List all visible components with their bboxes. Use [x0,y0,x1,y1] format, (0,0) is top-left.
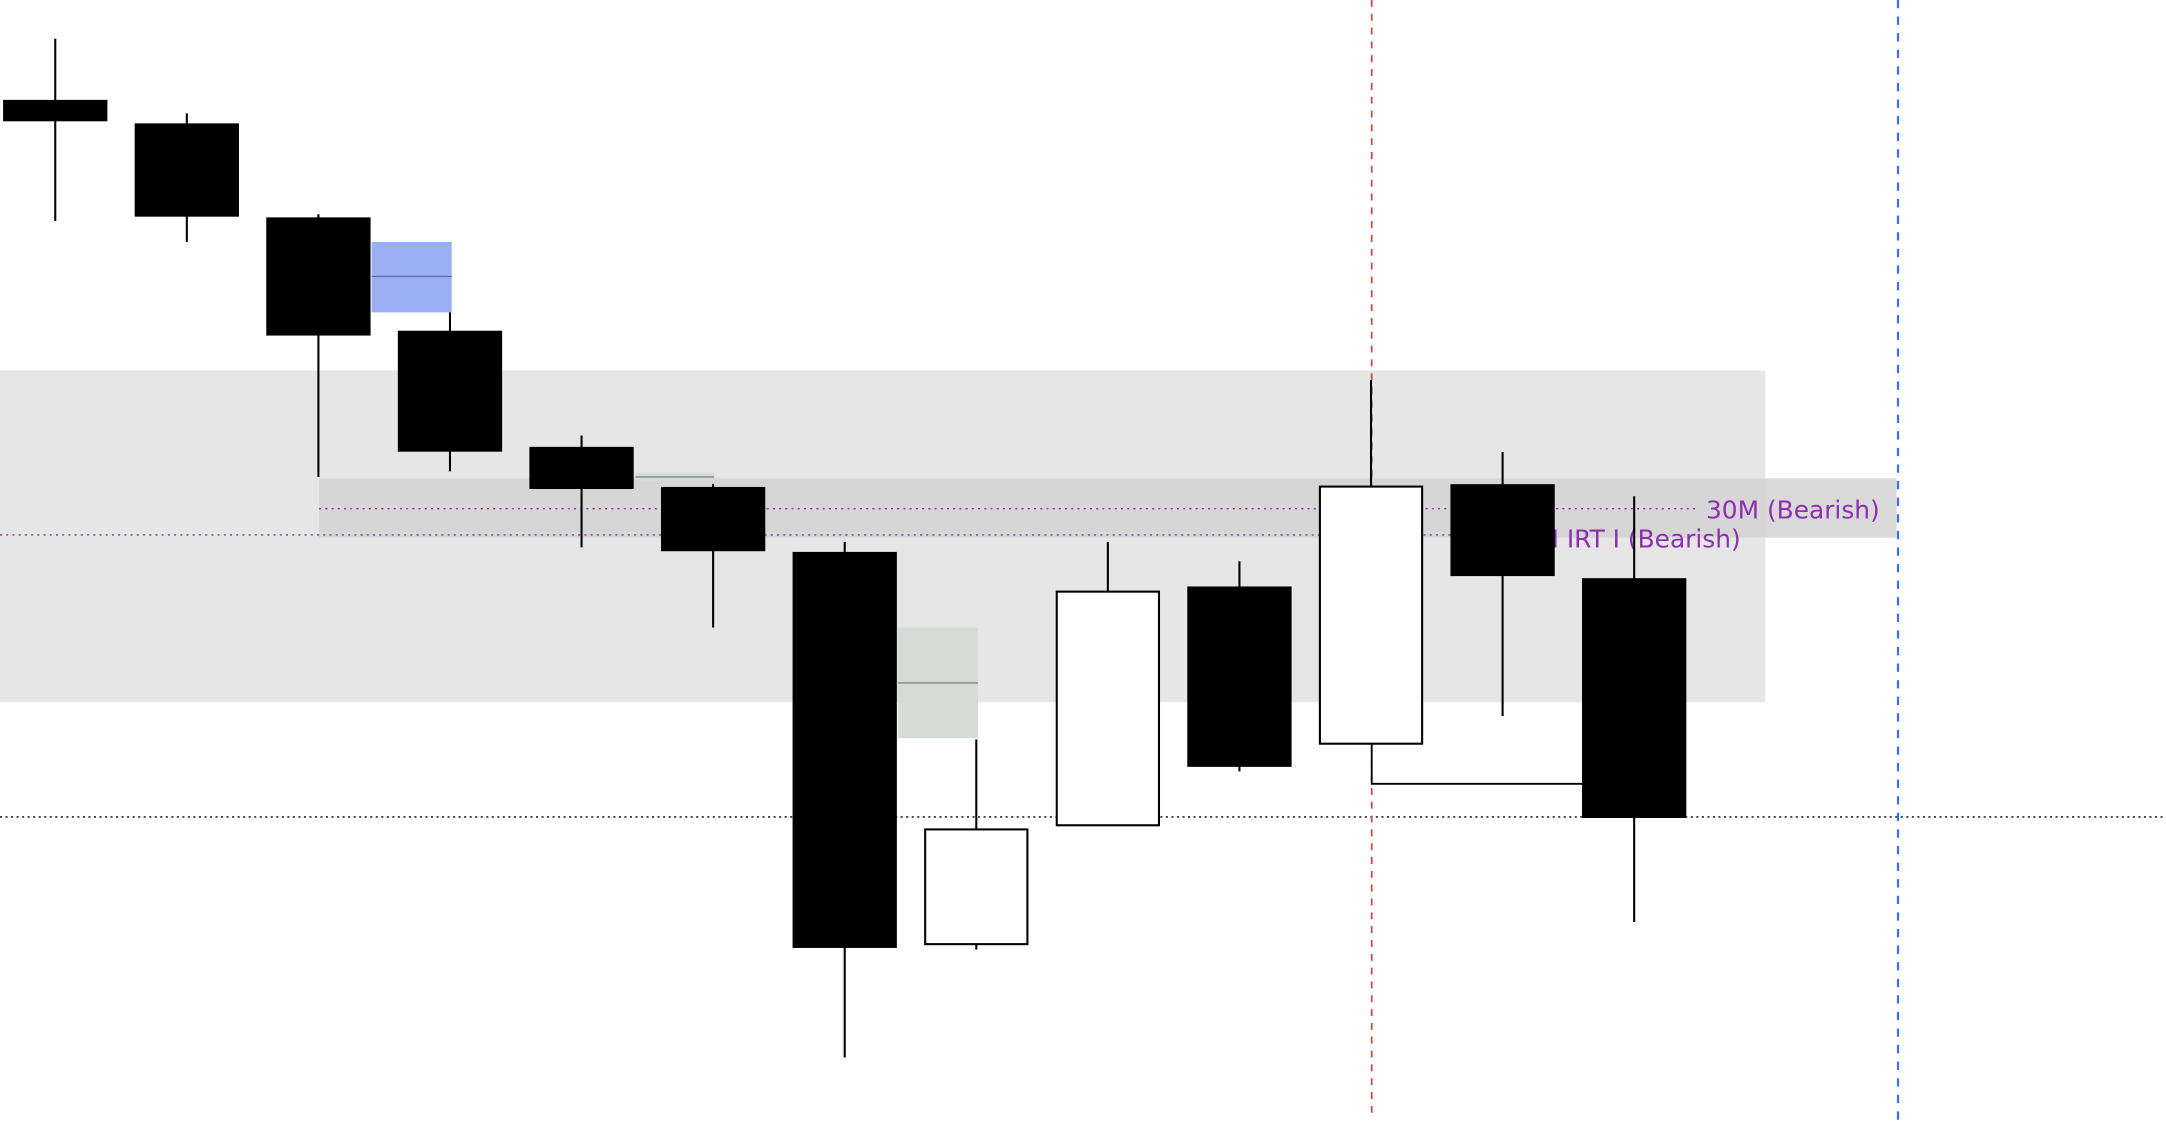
candle [266,214,371,477]
candle-body-bearish [1187,586,1292,767]
candle [397,312,503,472]
candle-body-bullish [1318,485,1424,745]
candle [792,541,897,1058]
candle-body-bearish [3,99,108,122]
candle-body-bearish [660,486,766,552]
candle-body-bearish [134,123,239,217]
label-30m-bearish: 30M (Bearish) [1706,495,1880,524]
candle [1055,541,1161,827]
candle-body-bearish [529,446,634,490]
candle [134,113,239,242]
candle-body-bearish [397,330,503,452]
candle [1450,452,1555,717]
candle-body-bearish [792,551,897,948]
candle [1187,561,1292,772]
candles [3,38,1687,1058]
candle-body-bearish [266,217,371,336]
candle [1318,380,1424,745]
candle-body-bearish [1582,578,1687,819]
candle-body-bearish [1450,484,1555,577]
candle-body-bullish [924,828,1029,946]
candle-body-bullish [1055,590,1161,827]
candle [1582,496,1687,923]
connector-line [1370,743,1585,785]
candle [529,435,634,548]
candle [3,38,108,222]
candle [660,483,766,628]
candle [924,739,1029,950]
label-irt-bearish: M IRT I (Bearish) [1537,524,1740,553]
